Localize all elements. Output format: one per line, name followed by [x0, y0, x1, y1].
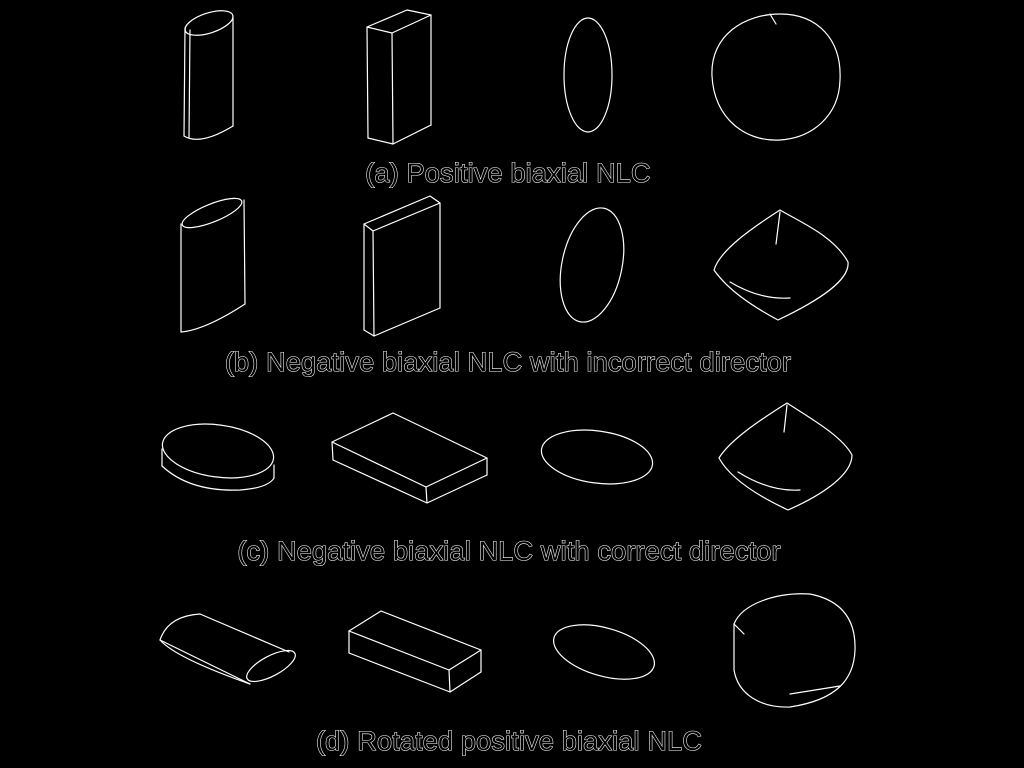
row-c-negative-biaxial-correct: (c) Negative biaxial NLC with correct di…	[161, 402, 853, 567]
row-c-superquadric-glyph	[718, 402, 853, 511]
row-d-ellipsoid-glyph	[552, 624, 656, 680]
row-b-superquadric-glyph	[713, 209, 849, 321]
row-a-ellipsoid-glyph	[563, 17, 613, 133]
caption-b: (b) Negative biaxial NLC with incorrect …	[225, 347, 791, 377]
row-b-cuboid-glyph	[363, 195, 441, 337]
row-c-slab-glyph	[331, 412, 488, 504]
row-a-cylinder-glyph	[183, 10, 234, 140]
caption-a: (a) Positive biaxial NLC	[365, 158, 650, 188]
row-d-rotated-positive-biaxial: (d) Rotated positive biaxial NLC	[159, 593, 856, 757]
row-d-brick-glyph	[348, 610, 482, 693]
caption-d: (d) Rotated positive biaxial NLC	[316, 726, 702, 756]
row-a-superquadric-glyph	[711, 13, 841, 141]
row-c-ellipsoid-glyph	[540, 429, 654, 485]
row-b-negative-biaxial-incorrect: (b) Negative biaxial NLC with incorrect …	[180, 195, 849, 378]
row-b-cylinder-glyph	[180, 197, 246, 333]
caption-c: (c) Negative biaxial NLC with correct di…	[237, 536, 780, 566]
row-d-superquadric-glyph	[733, 593, 856, 708]
row-d-cylinder-glyph	[159, 613, 296, 685]
row-a-positive-biaxial: (a) Positive biaxial NLC	[183, 9, 841, 189]
row-b-ellipsoid-glyph	[559, 207, 625, 323]
row-c-disc-glyph	[161, 423, 275, 491]
row-a-cuboid-glyph	[366, 9, 432, 145]
